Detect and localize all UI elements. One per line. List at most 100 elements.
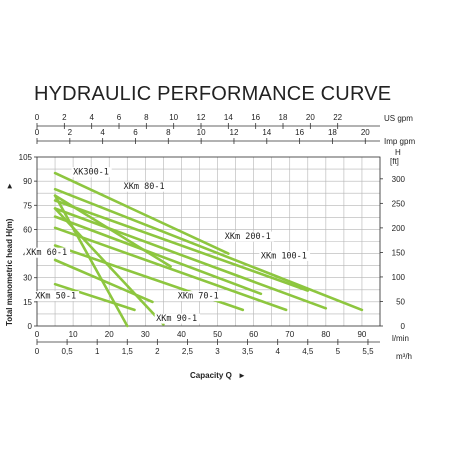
us-gpm-axis-tick-label: 22 bbox=[333, 113, 342, 122]
chart-title: HYDRAULIC PERFORMANCE CURVE bbox=[34, 83, 391, 105]
plot-frame bbox=[36, 156, 381, 327]
curve-label-bg bbox=[176, 291, 222, 302]
y-axis-arrow: ► bbox=[5, 182, 14, 190]
axes: 0153045607590105050100150200250300010203… bbox=[19, 113, 406, 356]
m3h-axis-tick-label: 2 bbox=[155, 347, 160, 356]
m3h-axis-tick-label: 4,5 bbox=[302, 347, 314, 356]
imp-gpm-axis-tick-label: 8 bbox=[166, 128, 171, 137]
x-tick-label: 70 bbox=[285, 330, 294, 339]
m3h-axis-tick-label: 1,5 bbox=[122, 347, 134, 356]
imp-gpm-unit: Imp gpm bbox=[384, 137, 415, 146]
curve-label-bg bbox=[24, 247, 71, 258]
y-tick-label: 15 bbox=[23, 298, 32, 307]
x-tick-label: 30 bbox=[141, 330, 150, 339]
curve-label: XKm 90-1 bbox=[156, 314, 197, 324]
curve-label-bg bbox=[71, 167, 112, 178]
imp-gpm-axis-tick-label: 0 bbox=[35, 128, 40, 137]
lpm-unit: l/min bbox=[392, 334, 409, 343]
x-tick-label: 90 bbox=[357, 330, 366, 339]
imp-gpm-axis-tick-label: 10 bbox=[197, 128, 206, 137]
performance-curve bbox=[53, 187, 364, 312]
curve-label-bg bbox=[122, 181, 168, 192]
x-tick-label: 50 bbox=[213, 330, 222, 339]
ft-tick-label: 200 bbox=[392, 224, 406, 233]
ft-tick-label: 150 bbox=[392, 248, 406, 257]
x-axis-title: Capacity Q ► bbox=[190, 371, 246, 380]
ft-tick-label: 0 bbox=[401, 322, 406, 331]
y-tick-label: 60 bbox=[23, 225, 32, 234]
x-tick-label: 10 bbox=[69, 330, 78, 339]
performance-curve bbox=[53, 215, 263, 296]
m3h-axis-tick-label: 4 bbox=[275, 347, 280, 356]
y-tick-label: 105 bbox=[19, 153, 33, 162]
curve-label-bg bbox=[223, 231, 274, 242]
imp-gpm-axis-tick-label: 2 bbox=[68, 128, 73, 137]
curve-label-bg bbox=[154, 313, 201, 324]
us-gpm-axis-tick-label: 20 bbox=[306, 113, 315, 122]
y-tick-label: 0 bbox=[28, 322, 33, 331]
ft-unit: [ft] bbox=[390, 157, 399, 166]
m3h-axis-tick-label: 1 bbox=[95, 347, 100, 356]
imp-gpm-axis-tick-label: 20 bbox=[361, 128, 370, 137]
curve-label: XKm 80-1 bbox=[124, 182, 165, 192]
x-tick-label: 0 bbox=[35, 330, 40, 339]
us-gpm-axis-tick-label: 18 bbox=[279, 113, 288, 122]
m3h-axis-tick-label: 2,5 bbox=[182, 347, 194, 356]
x-tick-label: 40 bbox=[177, 330, 186, 339]
m3h-axis-tick-label: 0 bbox=[35, 347, 40, 356]
m3h-axis-tick-label: 3,5 bbox=[242, 347, 254, 356]
us-gpm-axis-tick-label: 6 bbox=[117, 113, 122, 122]
curve-label: XKm 70-1 bbox=[178, 292, 219, 302]
us-gpm-axis-tick-label: 14 bbox=[224, 113, 233, 122]
m3h-axis-tick-label: 0,5 bbox=[62, 347, 74, 356]
ft-tick-label: 50 bbox=[396, 297, 405, 306]
m3h-axis-tick-label: 5,5 bbox=[362, 347, 374, 356]
performance-curve bbox=[53, 282, 136, 312]
m3h-unit: m³/h bbox=[396, 352, 412, 361]
us-gpm-axis-tick-label: 4 bbox=[89, 113, 94, 122]
curve-label: XKm 60-1 bbox=[26, 248, 67, 258]
y-tick-label: 75 bbox=[23, 201, 32, 210]
us-gpm-axis-tick-label: 2 bbox=[62, 113, 67, 122]
y-axis-title: Total manometric head H(m) ► bbox=[5, 182, 14, 326]
us-gpm-axis-tick-label: 10 bbox=[169, 113, 178, 122]
us-gpm-axis-tick-label: 12 bbox=[197, 113, 206, 122]
imp-gpm-axis-tick-label: 18 bbox=[328, 128, 337, 137]
imp-gpm-axis-tick-label: 4 bbox=[100, 128, 105, 137]
curve-label: XKm 50-1 bbox=[35, 292, 76, 302]
curve-label: XKm 200-1 bbox=[225, 232, 271, 242]
x-tick-label: 20 bbox=[105, 330, 114, 339]
x-tick-label: 80 bbox=[321, 330, 330, 339]
ft-h-label: H bbox=[395, 148, 401, 157]
ft-tick-label: 100 bbox=[392, 273, 406, 282]
us-gpm-axis-tick-label: 0 bbox=[35, 113, 40, 122]
imp-gpm-axis-tick-label: 6 bbox=[133, 128, 138, 137]
us-gpm-axis-tick-label: 8 bbox=[144, 113, 149, 122]
curve-label: XK300-1 bbox=[73, 168, 109, 178]
imp-gpm-axis-tick-label: 16 bbox=[295, 128, 304, 137]
imp-gpm-axis-tick-label: 14 bbox=[262, 128, 271, 137]
performance-curve bbox=[53, 194, 129, 328]
curve-label-bg bbox=[33, 291, 80, 302]
curve-label: XKm 100-1 bbox=[261, 251, 307, 261]
us-gpm-axis-tick-label: 16 bbox=[251, 113, 260, 122]
performance-curve bbox=[53, 199, 310, 292]
performance-curve bbox=[53, 171, 230, 255]
performance-curve bbox=[53, 226, 288, 312]
y-axis-label: Total manometric head H(m) bbox=[5, 218, 14, 326]
y-tick-label: 90 bbox=[23, 177, 32, 186]
ft-tick-label: 250 bbox=[392, 199, 406, 208]
performance-curve bbox=[53, 194, 172, 268]
imp-gpm-axis-tick-label: 12 bbox=[230, 128, 239, 137]
performance-curve bbox=[53, 207, 328, 310]
performance-curves bbox=[53, 171, 364, 328]
y-tick-label: 30 bbox=[23, 274, 32, 283]
ft-tick-label: 300 bbox=[392, 175, 406, 184]
curve-label-bg bbox=[259, 250, 311, 261]
x-axis-label: Capacity Q bbox=[190, 371, 232, 380]
curve-labels: XK300-1 XKm 80-1 XKm 200-1 XKm 100-1 XKm 60-… bbox=[24, 167, 311, 324]
m3h-axis-tick-label: 5 bbox=[336, 347, 341, 356]
m3h-axis-tick-label: 3 bbox=[215, 347, 220, 356]
x-axis-arrow: ► bbox=[238, 371, 246, 380]
